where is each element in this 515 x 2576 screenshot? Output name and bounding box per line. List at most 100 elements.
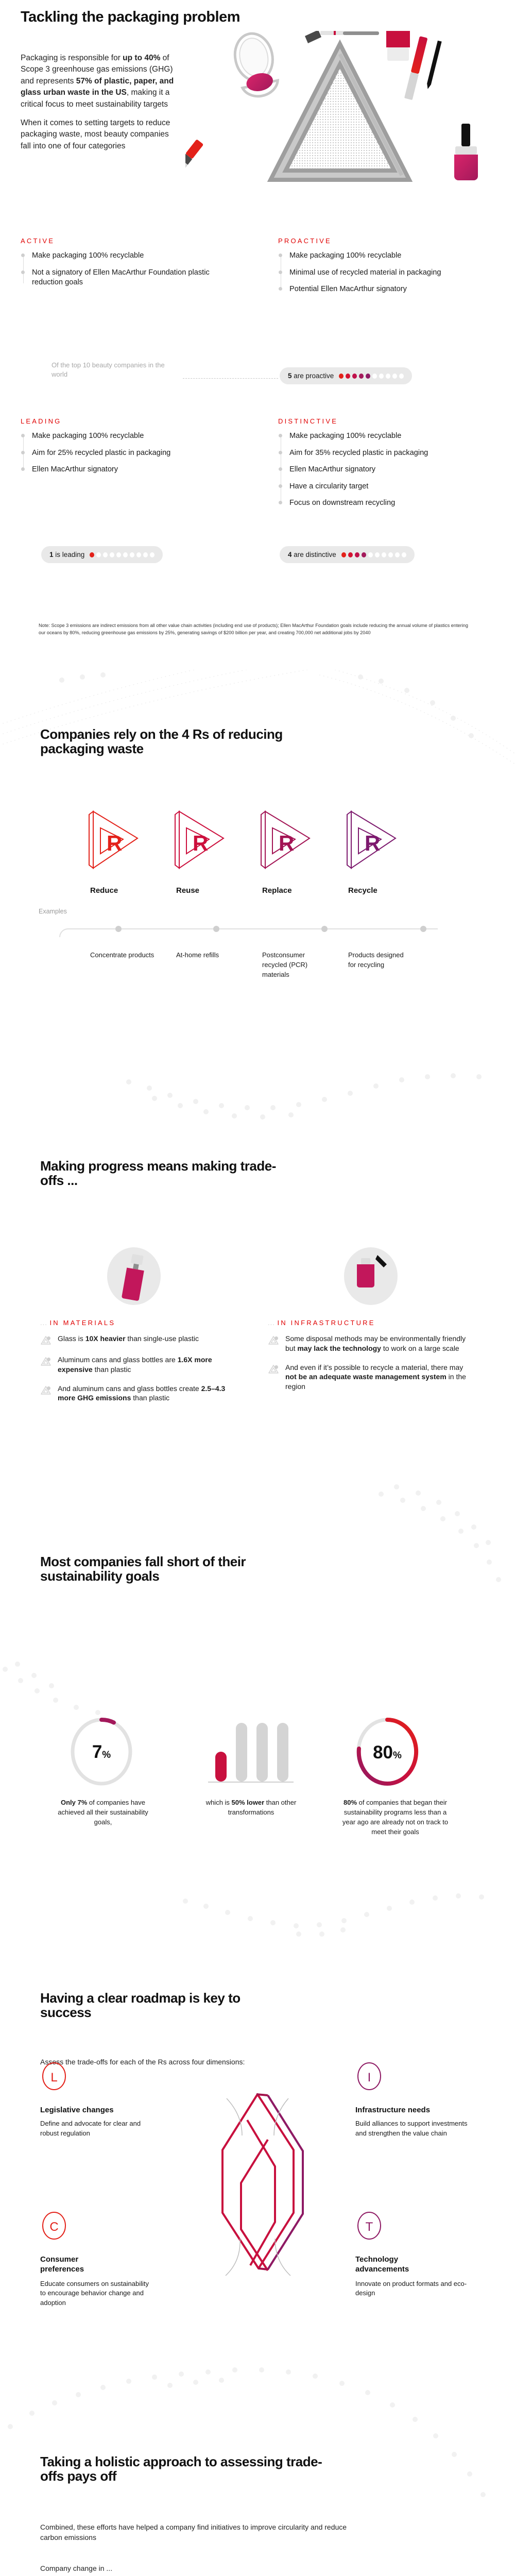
pill-dot [103, 552, 108, 557]
four-rs-examples: Concentrate products At-home refills Pos… [90, 951, 482, 980]
dimension-t-title: Technology advancements [355, 2255, 409, 2274]
warning-triangle-icon [268, 1364, 279, 1374]
stat-bars-caption-bold: 50% lower [231, 1799, 265, 1806]
section2-title: Companies rely on the 4 Rs of reducing p… [40, 726, 283, 756]
warning-triangle-icon [41, 1357, 51, 1366]
svg-text:R: R [279, 831, 294, 855]
dimension-l-desc: Define and advocate for clear and robust… [40, 2120, 141, 2137]
dimension-i-desc: Build alliances to support investments a… [355, 2120, 468, 2137]
quadrant-distinctive-heading: DISTINCTIVE [278, 417, 338, 425]
quadrant-proactive-bullets: Make packaging 100% recyclable Minimal u… [278, 251, 500, 295]
stat-80-caption: 80% of companies that began their sustai… [340, 1798, 451, 1837]
column-in-infrastructure: ... IN INFRASTRUCTURE Some disposal meth… [268, 1319, 474, 1392]
list-item: Aluminum cans and glass bottles are 1.6X… [40, 1355, 231, 1375]
list-item: Aim for 35% recycled plastic in packagin… [278, 448, 500, 459]
inf1-t1: Some disposal methods may be environment… [285, 1334, 466, 1352]
list-item: Not a signatory of Ellen MacArthur Found… [21, 268, 227, 288]
list-item: Potential Ellen MacArthur signatory [278, 284, 500, 295]
svg-text:I: I [368, 2071, 371, 2084]
list-item: Aim for 25% recycled plastic in packagin… [21, 448, 227, 459]
pill-dot [359, 373, 364, 379]
svg-text:R: R [365, 831, 380, 855]
mat3-b1: 2.5–4.3 more GHG emissions [58, 1384, 226, 1402]
dimension-legislative: L Legislative changes Define and advocat… [40, 2061, 169, 2139]
warning-triangle-icon [41, 1336, 51, 1345]
section-four-rs: Companies rely on the 4 Rs of reducing p… [0, 670, 515, 1077]
pill-dot [123, 552, 128, 557]
section1-note: Note: Scope 3 emissions are indirect emi… [39, 623, 468, 635]
quadrant-active: ACTIVE Make packaging 100% recyclable No… [21, 237, 227, 288]
svg-text:R: R [107, 831, 122, 855]
examples-connector-rail [59, 926, 438, 938]
donut-chart-7-percent: 7% [71, 1718, 132, 1786]
list-item: Make packaging 100% recyclable [21, 251, 227, 261]
quadrant-distinctive: DISTINCTIVE Make packaging 100% recyclab… [278, 417, 500, 509]
dimension-t-desc: Innovate on product formats and eco-desi… [355, 2279, 467, 2297]
dimension-consumer: C Consumer preferences Educate consumers… [40, 2210, 169, 2308]
in-materials-prefix: ... [40, 1319, 50, 1327]
mat1-t2: than single-use plastic [125, 1334, 199, 1343]
pill-dot [381, 552, 386, 557]
inf2-t1: And even if it’s possible to recycle a m… [285, 1363, 464, 1371]
r-example-recycle: Products designed for recycling [348, 951, 404, 969]
list-item: And even if it’s possible to recycle a m… [268, 1363, 474, 1392]
page-title: Tackling the packaging problem [21, 9, 241, 25]
stat-7-caption-bold: Only 7% [60, 1799, 88, 1806]
inf1-b1: may lack the technology [297, 1344, 381, 1352]
decorative-dot-arc-top [0, 670, 515, 765]
pill-leading: 1 is leading [41, 546, 163, 563]
pill-dot [346, 373, 351, 379]
pill-distinctive: 4 are distinctive [280, 546, 415, 563]
list-item: Focus on downstream recycling [278, 498, 500, 509]
pill-dot [379, 373, 384, 379]
pill-dot [366, 373, 371, 379]
top10-connector-label: Of the top 10 beauty companies in the wo… [52, 361, 165, 378]
section6-subtitle: Combined, these efforts have helped a co… [40, 2523, 347, 2542]
pill-proactive-dots [339, 373, 404, 379]
quadrant-proactive: PROACTIVE Make packaging 100% recyclable… [278, 237, 500, 295]
mat1-b1: 10X heavier [85, 1334, 126, 1343]
in-infrastructure-prefix: ... [268, 1319, 278, 1327]
quadrant-leading: LEADING Make packaging 100% recyclable A… [21, 417, 227, 475]
four-rs-labels: Reduce Reuse Replace Recycle [90, 886, 461, 895]
pill-dot [90, 552, 95, 557]
pill-dot [388, 552, 393, 557]
dimension-l-title: Legislative changes [40, 2106, 114, 2114]
pill-dot [352, 373, 357, 379]
list-item: And aluminum cans and glass bottles crea… [40, 1384, 231, 1403]
intro-bold-57pct: 57% of plastic, paper, and glass urban w… [21, 76, 174, 97]
warning-triangle-icon [268, 1336, 279, 1345]
list-item: Make packaging 100% recyclable [278, 251, 500, 261]
dimension-infrastructure: I Infrastructure needs Build alliances t… [355, 2061, 489, 2139]
mat3-t2: than plastic [131, 1394, 170, 1402]
svg-text:C: C [49, 2220, 58, 2234]
in-infrastructure-items: Some disposal methods may be environment… [268, 1334, 474, 1392]
inf2-b1: not be an adequate waste management syst… [285, 1372, 447, 1381]
stat-80-caption-bold: 80% [344, 1799, 357, 1806]
pill-dot [361, 552, 366, 557]
mat1-t1: Glass is [58, 1334, 85, 1343]
donut-7-value: 7% [92, 1742, 111, 1762]
pill-distinctive-count: 4 [288, 551, 292, 558]
materials-icon-badge [106, 1247, 162, 1309]
section-holistic-approach: Taking a holistic approach to assessing … [0, 2365, 515, 2576]
intro-paragraph-1: Packaging is responsible for up to 40% o… [21, 53, 175, 110]
list-item: Have a circularity target [278, 482, 500, 492]
r-icon-reduce: R [80, 806, 144, 876]
column-in-materials: ... IN MATERIALS Glass is 10X heavier th… [40, 1319, 231, 1403]
dimension-i-title: Infrastructure needs [355, 2106, 431, 2114]
r-example-replace: Postconsumer recycled (PCR) materials [262, 951, 308, 978]
r-example-reduce: Concentrate products [90, 951, 154, 959]
pill-leading-label: is leading [53, 551, 85, 558]
list-item: Ellen MacArthur signatory [21, 465, 227, 475]
r-icon-recycle: R [338, 806, 402, 876]
r-icon-reuse: R [166, 806, 230, 876]
badge-c-icon: C [42, 2212, 66, 2240]
pill-proactive-label: are proactive [291, 372, 334, 380]
quadrant-active-heading: ACTIVE [21, 237, 55, 245]
pill-distinctive-label: are distinctive [291, 551, 336, 558]
stat-7-caption: Only 7% of companies have achieved all t… [52, 1798, 154, 1827]
in-infrastructure-heading: ... IN INFRASTRUCTURE [268, 1319, 474, 1327]
donut-80-value: 80% [373, 1742, 402, 1762]
badge-t-icon: T [357, 2212, 381, 2240]
